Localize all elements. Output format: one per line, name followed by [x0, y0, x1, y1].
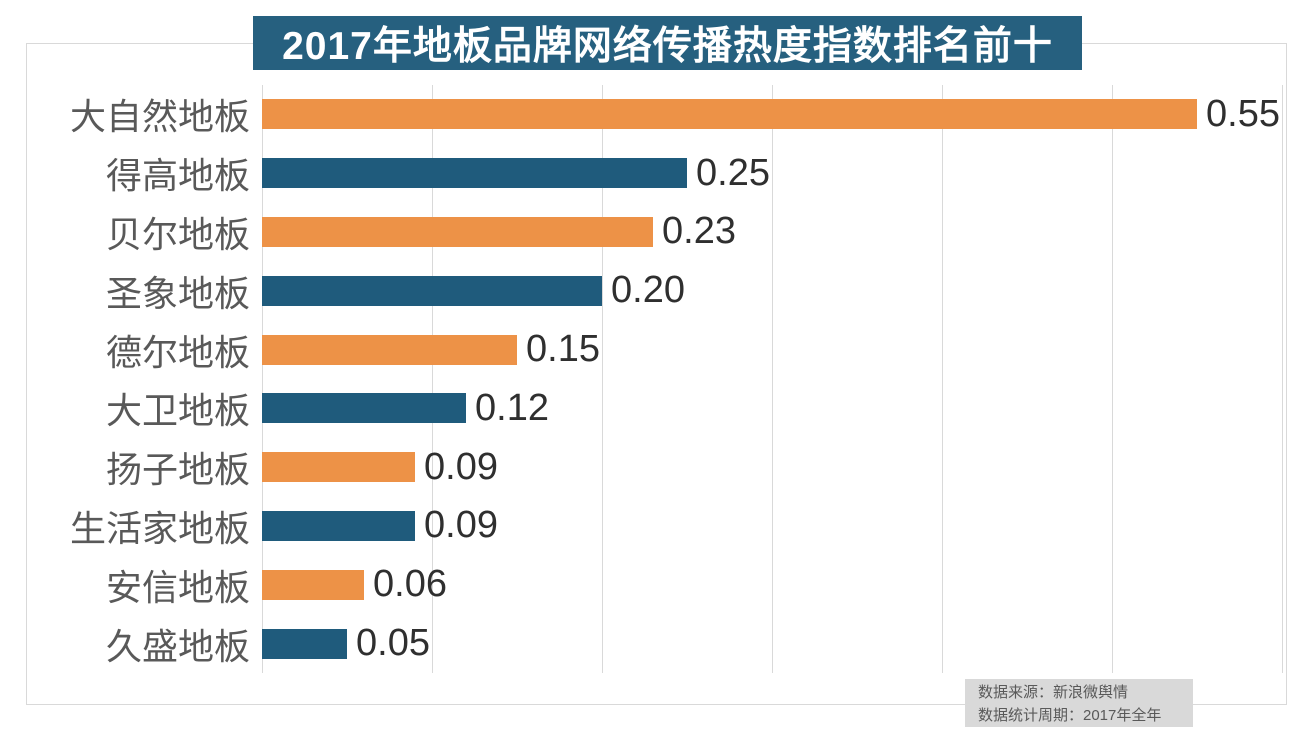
bar-row: 得高地板 0.25: [0, 144, 1283, 203]
chart-title: 2017年地板品牌网络传播热度指数排名前十: [253, 16, 1082, 70]
category-label: 扬子地板: [105, 449, 250, 491]
gridline: [262, 85, 263, 673]
value-label: 0.20: [611, 269, 685, 312]
value-label: 0.23: [662, 210, 736, 253]
bar: [262, 628, 347, 659]
bar-row: 安信地板 0.06: [0, 555, 1283, 614]
bar-row: 大卫地板 0.12: [0, 379, 1283, 438]
bar-row: 大自然地板 0.55: [0, 85, 1283, 144]
bar: [262, 452, 415, 483]
data-period-line: 数据统计周期：2017年全年: [978, 707, 1162, 724]
bar-row: 扬子地板 0.09: [0, 438, 1283, 497]
category-label: 得高地板: [105, 155, 250, 197]
value-label: 0.55: [1206, 92, 1280, 135]
value-label: 0.15: [526, 328, 600, 371]
gridline: [942, 85, 943, 673]
gridline: [1112, 85, 1113, 673]
category-label: 久盛地板: [105, 625, 250, 667]
category-label: 大卫地板: [105, 390, 250, 432]
category-label: 生活家地板: [69, 507, 250, 549]
bar: [262, 510, 415, 541]
category-label: 德尔地板: [105, 331, 250, 373]
data-source-line: 数据来源：新浪微舆情: [978, 684, 1129, 701]
gridline: [1282, 85, 1283, 673]
category-label: 安信地板: [105, 566, 250, 608]
chart-frame-border: [26, 43, 1287, 705]
value-label: 0.25: [696, 151, 770, 194]
bar-row: 贝尔地板 0.23: [0, 203, 1283, 262]
bar: [262, 216, 653, 247]
data-source-box: 数据来源：新浪微舆情 数据统计周期：2017年全年: [965, 679, 1193, 727]
value-label: 0.12: [475, 386, 549, 429]
bar: [262, 158, 687, 189]
value-label: 0.09: [424, 504, 498, 547]
bar-row: 圣象地板 0.20: [0, 261, 1283, 320]
bar: [262, 99, 1197, 130]
value-label: 0.05: [356, 622, 430, 665]
bar: [262, 334, 517, 365]
category-label: 贝尔地板: [105, 213, 250, 255]
gridline: [432, 85, 433, 673]
bar-row: 久盛地板 0.05: [0, 614, 1283, 673]
bar-rows-container: 大自然地板 0.55 得高地板 0.25 贝尔地板 0.23 圣象地板 0.20 德尔地板 0.1…: [0, 85, 1283, 673]
bar-row: 生活家地板 0.09: [0, 497, 1283, 556]
bar-row: 德尔地板 0.15: [0, 320, 1283, 379]
gridline: [602, 85, 603, 673]
value-label: 0.09: [424, 445, 498, 488]
bar: [262, 275, 602, 306]
category-label: 圣象地板: [105, 272, 250, 314]
category-label: 大自然地板: [69, 96, 250, 138]
gridline: [772, 85, 773, 673]
gridlines: [262, 85, 1283, 673]
bar: [262, 569, 364, 600]
bar: [262, 393, 466, 424]
value-label: 0.06: [373, 563, 447, 606]
